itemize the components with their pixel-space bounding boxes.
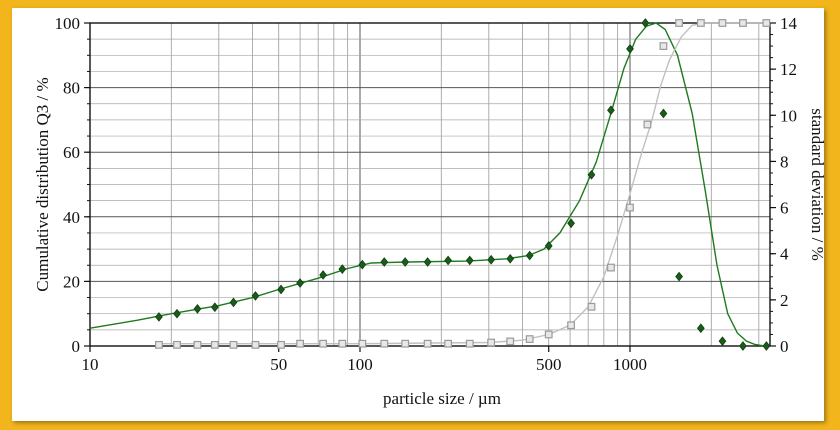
series-1-point [401, 339, 410, 348]
series-0-point [762, 341, 771, 351]
series-1-point [210, 340, 219, 349]
series-0-point [423, 257, 432, 267]
series-0-point [567, 218, 575, 229]
y-right-tick-label: 4 [780, 245, 789, 264]
series-0-point [444, 255, 452, 266]
x-tick-label: 100 [347, 355, 373, 374]
series-1-point [358, 339, 367, 348]
series-0-line [89, 22, 771, 347]
series-0-point [296, 278, 304, 288]
y-left-tick-label: 100 [55, 14, 81, 33]
y-left-tick-label: 20 [63, 272, 80, 291]
series-0-point [696, 323, 705, 334]
series-0-point [338, 264, 347, 274]
series-0-point [718, 336, 727, 346]
x-tick-label: 50 [270, 355, 287, 374]
series-0-point [358, 259, 367, 270]
y-right-tick-label: 14 [780, 14, 798, 33]
series-1-point [643, 120, 652, 129]
series-0-point [401, 257, 410, 267]
series-0-point [173, 308, 181, 319]
series-1-point [607, 263, 615, 272]
y-left-axis-title: Cumulative distribution Q3 / % [33, 77, 52, 291]
series-1-point [487, 338, 496, 347]
series-0-point [587, 169, 596, 180]
y-right-tick-label: 0 [780, 337, 789, 356]
series-0-point [210, 302, 219, 313]
series-0-point [229, 297, 238, 308]
y-right-tick-label: 10 [780, 106, 797, 125]
series-1-point [277, 340, 285, 349]
x-tick-label: 1000 [613, 355, 647, 374]
series-0-point [465, 255, 474, 266]
series-1-point [659, 42, 668, 50]
series-1-point [465, 339, 474, 348]
y-right-tick-label: 8 [780, 152, 789, 171]
series-1-point [567, 321, 575, 330]
series-0-point [193, 304, 202, 314]
series-1-point [696, 19, 705, 27]
series-0-point [319, 270, 327, 280]
series-0-point [544, 241, 553, 251]
series-1-point [251, 340, 260, 349]
series-0-point [675, 271, 683, 282]
series-1-point [444, 339, 453, 348]
series-1-point [380, 339, 389, 348]
series-1-point [762, 19, 771, 27]
series-1-point [525, 335, 534, 343]
series-1-point [193, 340, 202, 349]
y-left-tick-label: 80 [63, 79, 80, 98]
series-1-point [626, 203, 634, 212]
series-1-point [587, 302, 596, 311]
y-left-tick-label: 40 [63, 208, 80, 227]
series-0-point [251, 291, 260, 301]
series-0-point [607, 105, 615, 116]
series-0-point [525, 250, 534, 261]
series-0-point [277, 284, 285, 295]
y-right-tick-label: 2 [780, 291, 789, 310]
series-1-point [739, 19, 747, 27]
x-tick-label: 10 [82, 355, 99, 374]
y-right-axis-title: standard deviation / % [808, 108, 824, 261]
series-1-point [155, 340, 163, 349]
x-axis-title: particle size / µm [383, 389, 501, 408]
y-right-tick-label: 6 [780, 199, 789, 218]
series-0-point [641, 18, 650, 28]
series-0-point [487, 254, 496, 265]
series-0-point [659, 108, 668, 119]
x-tick-label: 500 [536, 355, 562, 374]
y-left-tick-label: 0 [72, 337, 81, 356]
series-1-point [675, 19, 683, 27]
series-1-point [229, 340, 238, 349]
series-0-point [380, 257, 389, 267]
series-1-point [173, 340, 181, 349]
series-0-point [506, 253, 515, 264]
series-0-point [739, 341, 747, 351]
chart-panel: 0 20 40 60 80 100 0 2 4 6 8 10 12 14 10 50 100 500 1000 par… [12, 8, 824, 421]
series-1-point [506, 337, 515, 346]
series-0-point [155, 312, 163, 322]
series-1-point [338, 339, 347, 348]
y-right-tick-label: 12 [780, 60, 797, 79]
series-1-line [158, 22, 770, 345]
series-0-point [626, 43, 634, 54]
series-1-point [544, 330, 553, 339]
series-1-point [296, 339, 305, 348]
series-1-point [423, 339, 432, 348]
series-1-point [718, 19, 727, 27]
y-left-tick-label: 60 [63, 143, 80, 162]
series-1-point [319, 339, 327, 348]
